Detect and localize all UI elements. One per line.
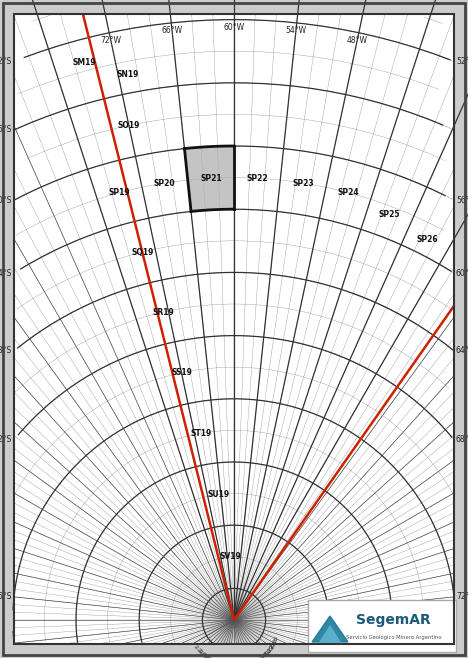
Text: 72°W: 72°W — [100, 36, 121, 45]
Text: 66°E: 66°E — [263, 638, 275, 653]
Text: SP20: SP20 — [154, 178, 176, 188]
Text: SQ19: SQ19 — [131, 247, 154, 257]
Text: SV19: SV19 — [220, 552, 241, 561]
Text: 96°E: 96°E — [244, 655, 259, 658]
Text: SP26: SP26 — [417, 236, 439, 244]
Text: SM19: SM19 — [73, 59, 96, 68]
Text: 162°E: 162°E — [197, 645, 213, 658]
Text: 72°S: 72°S — [0, 436, 12, 444]
Text: SegemAR: SegemAR — [357, 613, 431, 627]
Text: 150°E: 150°E — [203, 651, 221, 658]
Text: 76°S: 76°S — [0, 592, 12, 601]
Text: 60°W: 60°W — [223, 23, 245, 32]
Text: 72°S: 72°S — [456, 592, 468, 601]
Text: 60°E: 60°E — [266, 634, 278, 649]
Text: 48°W: 48°W — [347, 36, 368, 45]
Text: 138°E: 138°E — [211, 656, 230, 658]
Text: 72°E: 72°E — [260, 642, 273, 656]
Text: 64°S: 64°S — [456, 346, 468, 355]
Text: SP22: SP22 — [246, 174, 268, 183]
Text: SS19: SS19 — [171, 368, 192, 377]
Text: SP25: SP25 — [379, 210, 401, 219]
Text: 84°E: 84°E — [252, 649, 267, 658]
Text: 68°S: 68°S — [456, 436, 468, 444]
Text: SP23: SP23 — [292, 178, 314, 188]
Text: 52°S: 52°S — [0, 57, 12, 66]
Text: SR19: SR19 — [152, 307, 174, 316]
Text: 60°S: 60°S — [456, 268, 468, 278]
Polygon shape — [320, 626, 340, 642]
Text: SO19: SO19 — [117, 121, 140, 130]
Text: Servicio Geológico Minero Argentino: Servicio Geológico Minero Argentino — [346, 635, 442, 640]
Polygon shape — [184, 146, 234, 211]
Text: 66°W: 66°W — [161, 26, 183, 36]
Text: ST19: ST19 — [190, 429, 212, 438]
Bar — [308, 600, 456, 652]
Text: SP19: SP19 — [109, 188, 130, 197]
Text: 54°W: 54°W — [285, 26, 307, 36]
Text: SN19: SN19 — [117, 70, 139, 78]
Text: 52°S: 52°S — [456, 57, 468, 66]
Text: 68°S: 68°S — [0, 346, 12, 355]
Text: 56°S: 56°S — [0, 126, 12, 134]
Text: 64°S: 64°S — [0, 268, 12, 278]
Text: SP24: SP24 — [338, 188, 359, 197]
Text: 60°S: 60°S — [0, 195, 12, 205]
Polygon shape — [312, 616, 348, 642]
Text: SP21: SP21 — [200, 174, 222, 183]
Text: 168°E: 168°E — [194, 641, 209, 657]
Text: 78°E: 78°E — [256, 645, 270, 658]
Text: 56°S: 56°S — [456, 195, 468, 205]
Text: SU19: SU19 — [207, 490, 230, 499]
